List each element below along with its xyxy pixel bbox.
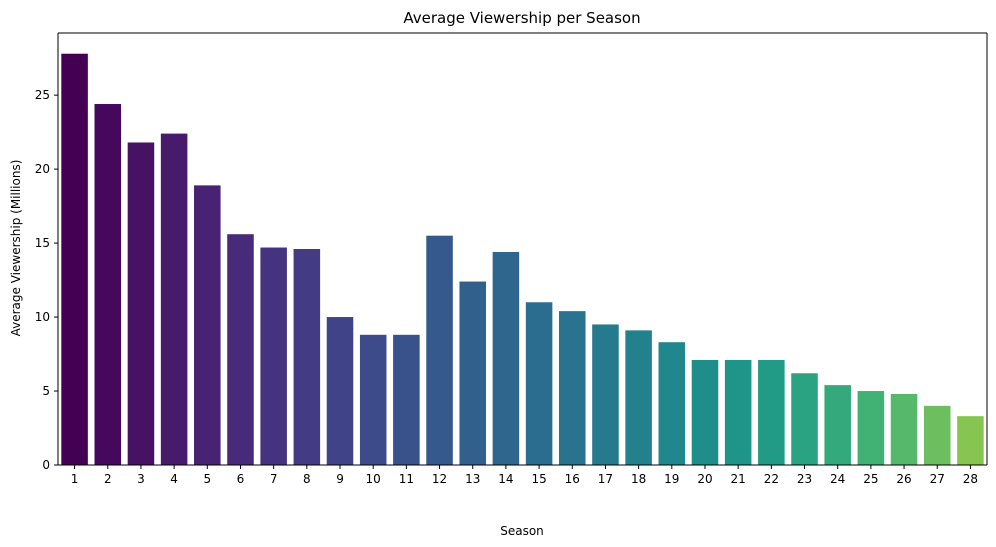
y-tick-label: 15 [35,236,50,250]
bar-season-20 [691,359,719,465]
y-tick-label: 25 [35,88,50,102]
x-tick-label: 28 [963,472,978,486]
y-tick-label: 5 [42,384,50,398]
chart-title: Average Viewership per Season [403,9,640,27]
bar-season-22 [758,359,785,465]
x-tick-label: 13 [465,472,480,486]
bar-season-15 [525,302,553,465]
bar-season-3 [127,142,155,466]
bar-season-18 [625,330,652,465]
x-tick-label: 9 [336,472,344,486]
x-tick-label: 26 [896,472,911,486]
x-tick-label: 17 [598,472,613,486]
y-tick-label: 10 [35,310,50,324]
x-tick-label: 16 [565,472,580,486]
x-tick-label: 24 [830,472,845,486]
bar-season-13 [459,281,487,465]
bar-season-28 [957,416,984,465]
bar-season-25 [857,391,885,465]
x-tick-label: 14 [498,472,513,486]
bar-season-12 [426,235,453,465]
bar-season-23 [791,373,818,465]
x-tick-label: 22 [764,472,779,486]
x-tick-label: 1 [71,472,79,486]
bars-layer [61,53,984,466]
x-tick-label: 18 [631,472,646,486]
x-tick-label: 8 [303,472,311,486]
x-tick-label: 19 [664,472,679,486]
bar-season-9 [326,317,354,465]
bar-season-7 [260,247,287,465]
bar-season-2 [94,104,122,465]
bar-season-11 [393,334,420,465]
x-axis-ticks: 1 2 3 4 5 6 7 8 9 10 11 12 13 14 15 16 17 18 19 20 21 22 23 24 2… [71,465,978,486]
bar-season-6 [227,234,254,465]
y-tick-label: 20 [35,162,50,176]
x-tick-label: 3 [137,472,145,486]
x-tick-label: 23 [797,472,812,486]
x-tick-label: 7 [270,472,278,486]
x-tick-label: 10 [366,472,381,486]
bar-season-17 [592,324,619,465]
bar-season-1 [61,53,88,465]
bar-season-19 [658,342,686,465]
x-tick-label: 21 [731,472,746,486]
x-tick-label: 27 [930,472,945,486]
bar-season-21 [724,359,752,465]
x-tick-label: 5 [203,472,211,486]
bar-season-27 [923,405,951,465]
bar-season-8 [293,249,321,465]
x-tick-label: 20 [697,472,712,486]
bar-season-14 [492,251,520,465]
bar-season-5 [194,185,221,466]
bar-season-16 [558,311,586,465]
y-axis-label: Average Viewership (Millions) [9,160,23,337]
x-tick-label: 2 [104,472,112,486]
bar-season-24 [824,385,851,465]
bar-season-10 [359,334,387,465]
x-tick-label: 6 [237,472,245,486]
bar-season-4 [160,133,188,466]
y-tick-label: 0 [42,458,50,472]
x-axis-label: Season [500,524,544,538]
x-tick-label: 11 [399,472,414,486]
y-axis-ticks: 0 5 10 15 20 25 [35,88,58,472]
x-tick-label: 12 [432,472,447,486]
x-tick-label: 15 [531,472,546,486]
bar-season-26 [890,393,918,465]
x-tick-label: 4 [170,472,178,486]
x-tick-label: 25 [863,472,878,486]
